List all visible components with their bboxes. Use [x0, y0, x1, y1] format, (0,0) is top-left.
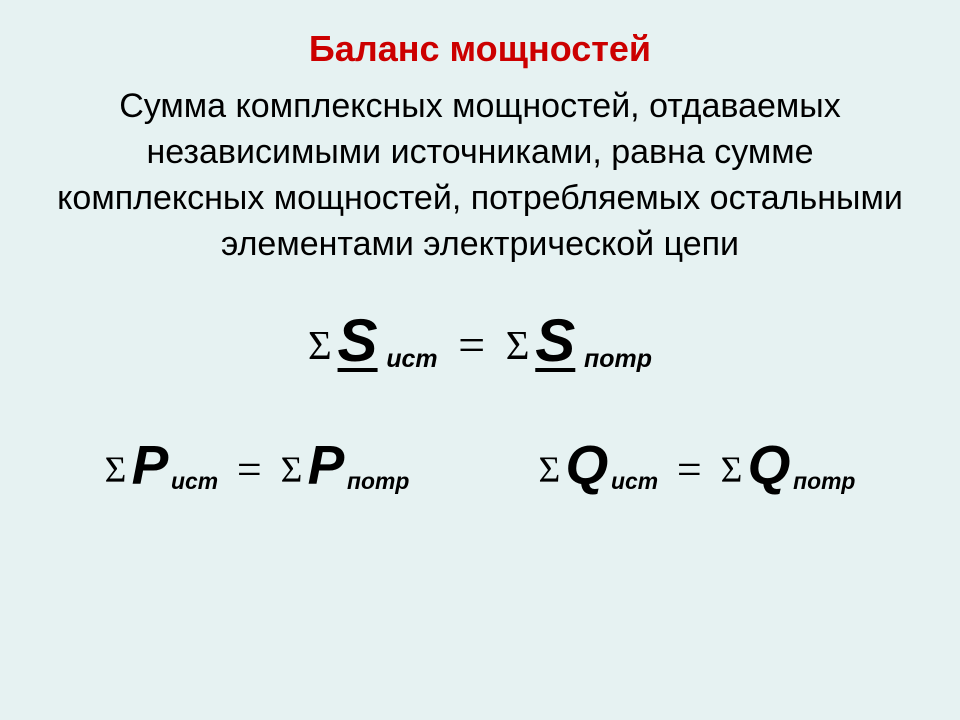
subscript-potr: потр [793, 468, 855, 494]
var-S: S [338, 307, 378, 374]
equation-Q: ΣQист = ΣQпотр [539, 433, 856, 497]
equations-block: ΣSист = ΣSпотр ΣPист = ΣPпотр ΣQист = ΣQ… [0, 306, 960, 497]
var-P: P [132, 434, 169, 496]
sigma-symbol: Σ [105, 450, 127, 491]
slide-title: Баланс мощностей [309, 28, 651, 70]
subscript-ist: ист [171, 468, 218, 494]
sigma-symbol: Σ [721, 450, 743, 491]
sigma-symbol: Σ [308, 323, 332, 368]
sigma-symbol: Σ [281, 450, 303, 491]
equals-sign: = [677, 445, 702, 494]
sigma-symbol: Σ [539, 450, 561, 491]
slide: Баланс мощностей Сумма комплексных мощно… [0, 0, 960, 720]
equals-sign: = [458, 319, 485, 372]
equation-P: ΣPист = ΣPпотр [105, 433, 410, 497]
var-Q: Q [748, 434, 791, 496]
var-Q: Q [566, 434, 609, 496]
equals-sign: = [237, 445, 262, 494]
var-S: S [535, 307, 575, 374]
equation-bottom-row: ΣPист = ΣPпотр ΣQист = ΣQпотр [0, 433, 960, 497]
subscript-potr: потр [347, 468, 409, 494]
subscript-potr: потр [584, 345, 652, 373]
subscript-ist: ист [611, 468, 658, 494]
var-P: P [308, 434, 345, 496]
sigma-symbol: Σ [506, 323, 530, 368]
subscript-ist: ист [386, 345, 437, 373]
equation-S: ΣSист = ΣSпотр [308, 319, 652, 372]
slide-body-text: Сумма комплексных мощностей, отдаваемых … [40, 84, 920, 268]
equation-S-row: ΣSист = ΣSпотр [0, 306, 960, 375]
